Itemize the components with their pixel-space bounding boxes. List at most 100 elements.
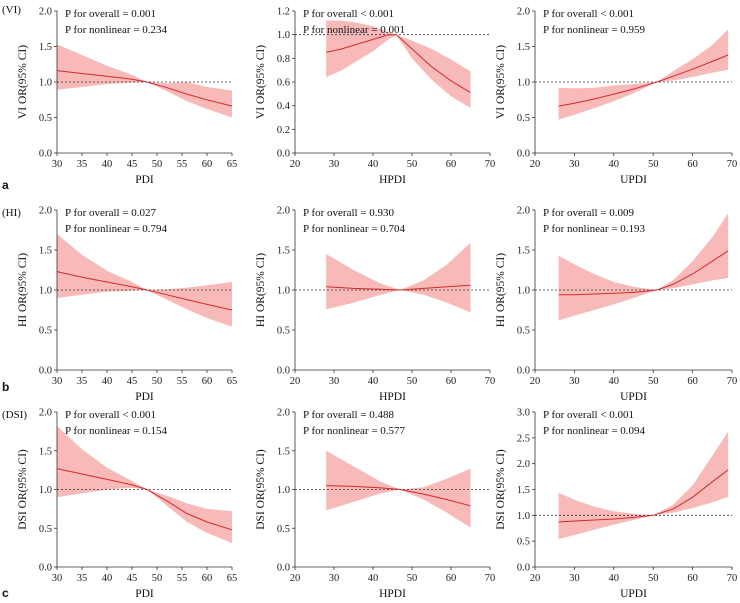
p-value-annotation: P for nonlinear = 0.154: [65, 425, 168, 437]
p-value-annotation: P for nonlinear = 0.794: [65, 223, 168, 235]
y-tick-label: 0.5: [39, 326, 52, 337]
x-tick-label: 20: [290, 159, 301, 170]
y-tick-label: 1.0: [39, 78, 52, 89]
ci-band: [558, 29, 729, 120]
y-axis-label: VI OR(95% CI): [255, 45, 267, 119]
p-value-annotation: P for nonlinear = 0.704: [303, 223, 406, 235]
x-tick-label: 40: [609, 573, 620, 584]
y-tick-label: 1.0: [517, 286, 530, 297]
panel-label-a: a: [2, 178, 9, 192]
x-tick-label: 30: [569, 159, 580, 170]
chart-panel-1-0: 0.0 0.5 1.0 1.5 2.0 30 35 40 45 50 55 60 65 PDI HI OR(…: [17, 206, 237, 404]
x-axis-label: PDI: [135, 391, 154, 403]
y-tick-label: 1.5: [39, 246, 52, 257]
y-tick-label: 1.2: [277, 7, 290, 18]
ci-band: [57, 425, 232, 543]
x-tick-label: 50: [407, 376, 418, 387]
x-tick-label: 50: [152, 573, 163, 584]
y-axis-label: HI OR(95% CI): [495, 253, 507, 327]
x-tick-label: 55: [177, 159, 188, 170]
x-axis-label: UPDI: [620, 391, 647, 403]
or-line: [558, 469, 729, 523]
y-tick-label: 0.0: [517, 149, 530, 160]
x-tick-label: 40: [609, 159, 620, 170]
x-tick-label: 30: [329, 573, 340, 584]
x-tick-label: 20: [530, 573, 541, 584]
y-tick-label: 1.5: [517, 246, 530, 257]
x-tick-label: 30: [52, 159, 63, 170]
x-tick-label: 60: [446, 376, 457, 387]
y-tick-label: 1.0: [277, 286, 290, 297]
y-axis-label: DSI OR(95% CI): [17, 449, 29, 530]
ci-band: [558, 431, 729, 540]
x-axis-label: HPDI: [379, 391, 406, 403]
x-tick-label: 70: [727, 159, 738, 170]
x-tick-label: 70: [485, 159, 496, 170]
x-tick-label: 45: [127, 159, 138, 170]
p-value-annotation: P for nonlinear = 0.234: [65, 24, 168, 36]
x-tick-label: 35: [77, 573, 88, 584]
or-line: [326, 485, 471, 507]
x-tick-label: 30: [329, 376, 340, 387]
y-tick-label: 1.5: [277, 246, 290, 257]
y-tick-label: 1.5: [39, 42, 52, 53]
y-tick-label: 0.0: [39, 149, 52, 160]
y-tick-label: 1.0: [517, 78, 530, 89]
x-tick-label: 30: [569, 573, 580, 584]
y-tick-label: 2.0: [39, 7, 52, 18]
p-value-annotation: P for overall = 0.027: [65, 207, 157, 219]
y-tick-label: 0.8: [277, 54, 290, 65]
y-tick-label: 1.0: [39, 286, 52, 297]
x-tick-label: 55: [177, 376, 188, 387]
x-tick-label: 35: [77, 376, 88, 387]
x-tick-label: 70: [727, 573, 738, 584]
y-tick-label: 1.0: [517, 511, 530, 522]
p-value-annotation: P for overall < 0.001: [543, 409, 634, 421]
p-value-annotation: P for overall = 0.009: [543, 207, 635, 219]
p-value-annotation: P for overall < 0.001: [65, 409, 156, 421]
y-tick-label: 2.0: [277, 408, 290, 419]
x-tick-label: 65: [227, 376, 238, 387]
y-tick-label: 0.0: [277, 149, 290, 160]
x-axis-label: PDI: [135, 588, 154, 600]
x-tick-label: 65: [227, 159, 238, 170]
x-tick-label: 45: [127, 376, 138, 387]
x-tick-label: 50: [152, 159, 163, 170]
or-line: [558, 54, 729, 107]
y-tick-label: 0.5: [277, 326, 290, 337]
y-tick-label: 0.0: [39, 563, 52, 574]
panel-label-c: c: [2, 586, 9, 600]
p-value-annotation: P for nonlinear = 0.001: [303, 24, 405, 36]
y-axis-label: VI OR(95% CI): [495, 45, 507, 119]
x-tick-label: 30: [329, 159, 340, 170]
x-tick-label: 40: [368, 159, 379, 170]
y-tick-label: 0.0: [277, 563, 290, 574]
p-value-annotation: P for overall = 0.930: [303, 207, 395, 219]
chart-panel-0-2: 0.0 0.5 1.0 1.5 2.0 20 30 40 50 60 70 UPDI VI OR(95%…: [495, 7, 737, 187]
x-tick-label: 70: [727, 376, 738, 387]
x-tick-label: 60: [446, 159, 457, 170]
ci-band: [326, 242, 471, 313]
or-line: [558, 250, 729, 296]
chart-panel-1-1: 0.0 0.5 1.0 1.5 2.0 20 30 40 50 60 70 HPDI HI OR(95%…: [255, 206, 495, 404]
y-axis-label: VI OR(95% CI): [17, 45, 29, 119]
chart-panel-2-1: 0.0 0.5 1.0 1.5 2.0 20 30 40 50 60 70 HPDI DSI OR(95…: [255, 408, 495, 601]
x-tick-label: 50: [648, 376, 659, 387]
x-tick-label: 70: [485, 573, 496, 584]
x-tick-label: 65: [227, 573, 238, 584]
x-axis-label: PDI: [135, 174, 154, 186]
y-tick-label: 0.5: [39, 524, 52, 535]
y-tick-label: 0.6: [277, 78, 290, 89]
row-label-vi: (VI): [2, 4, 21, 16]
y-tick-label: 1.5: [39, 446, 52, 457]
ci-band: [57, 234, 232, 327]
x-tick-label: 35: [77, 159, 88, 170]
p-value-annotation: P for nonlinear = 0.193: [543, 223, 646, 235]
or-line: [56, 468, 233, 531]
x-axis-label: UPDI: [620, 588, 647, 600]
x-tick-label: 60: [446, 573, 457, 584]
x-axis-label: HPDI: [379, 174, 406, 186]
y-tick-label: 1.0: [277, 30, 290, 41]
x-tick-label: 60: [202, 573, 213, 584]
